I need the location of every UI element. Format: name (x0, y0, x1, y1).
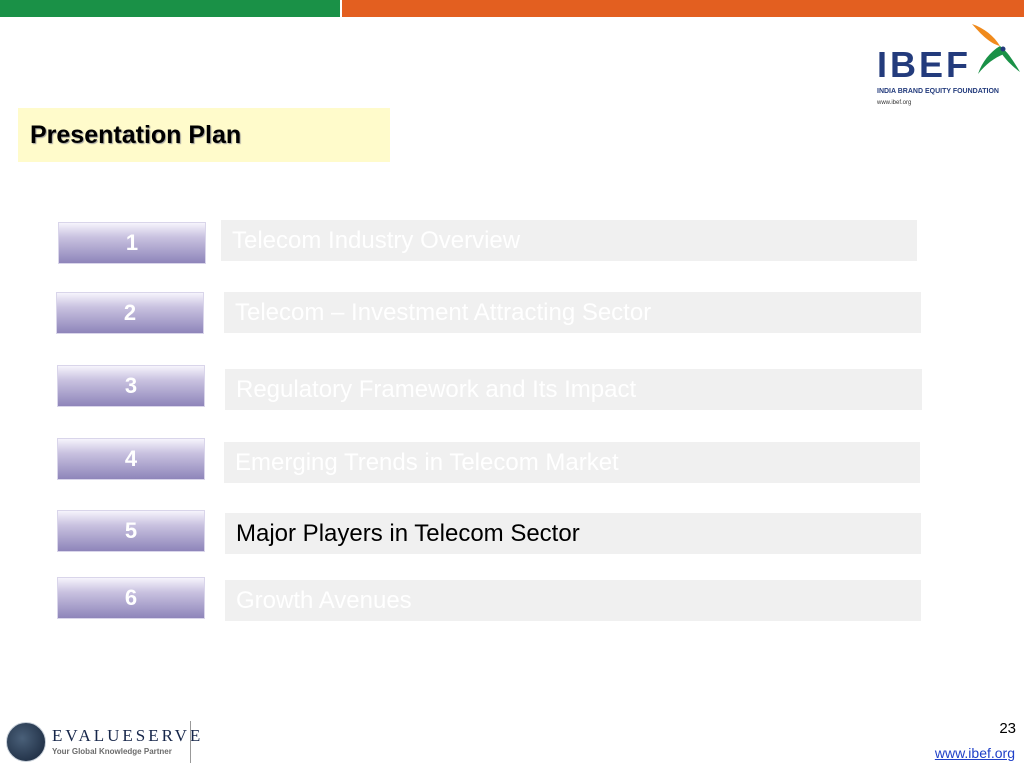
footer-divider (190, 721, 191, 763)
agenda-item-5: Major Players in Telecom Sector (225, 513, 921, 554)
agenda-number-5: 5 (57, 510, 205, 552)
agenda-number-4: 4 (57, 438, 205, 480)
footer-website-link[interactable]: www.ibef.org (934, 745, 1015, 761)
bird-icon (972, 24, 1020, 74)
ibef-logo-word: IBEF (877, 44, 972, 85)
evalueserve-brand: EVALUESERVE (52, 726, 204, 745)
agenda-number-2: 2 (56, 292, 204, 334)
agenda-item-2: Telecom – Investment Attracting Sector (224, 292, 921, 333)
evalueserve-emblem-icon (6, 722, 46, 762)
title-box: Presentation Plan (18, 108, 390, 162)
evalueserve-tagline: Your Global Knowledge Partner (52, 747, 172, 756)
page-number: 23 (999, 720, 1016, 737)
evalueserve-logo: EVALUESERVE Your Global Knowledge Partne… (6, 719, 200, 767)
agenda-item-3: Regulatory Framework and Its Impact (225, 369, 922, 410)
agenda-item-6: Growth Avenues (225, 580, 921, 621)
agenda-number-1: 1 (58, 222, 206, 264)
ibef-logo-subtitle: INDIA BRAND EQUITY FOUNDATION (877, 88, 999, 95)
top-orange-bar (342, 0, 1024, 17)
top-green-bar (0, 0, 340, 17)
ibef-logo: IBEF INDIA BRAND EQUITY FOUNDATION www.i… (872, 22, 1022, 112)
agenda-item-1: Telecom Industry Overview (221, 220, 917, 261)
agenda-number-3: 3 (57, 365, 205, 407)
ibef-logo-url: www.ibef.org (877, 100, 912, 106)
agenda-number-6: 6 (57, 577, 205, 619)
page-title: Presentation Plan (30, 121, 242, 149)
agenda-item-4: Emerging Trends in Telecom Market (224, 442, 920, 483)
